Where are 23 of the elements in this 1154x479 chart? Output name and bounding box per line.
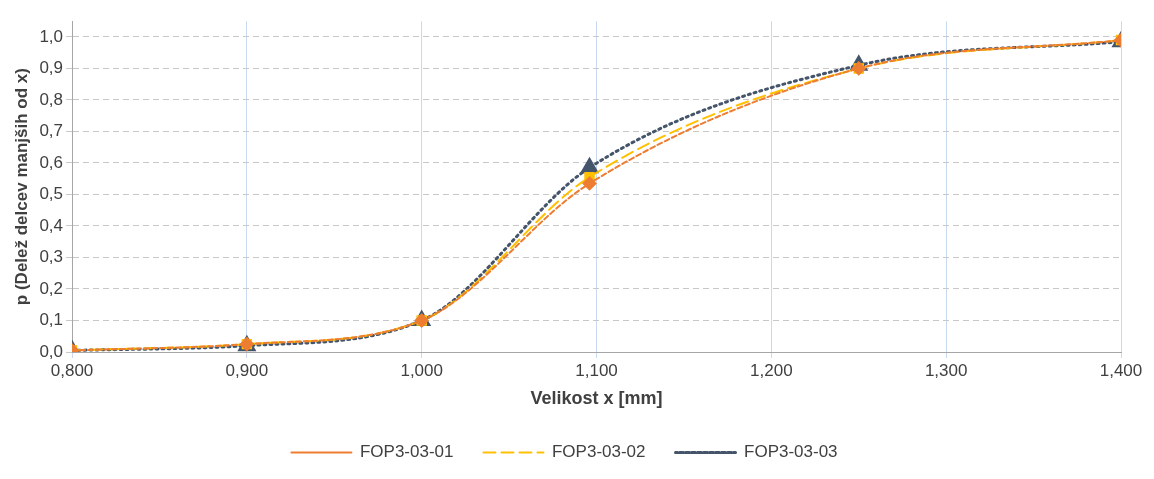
y-tick-label: 0,7 [39,121,64,141]
legend-label: FOP3-03-03 [744,442,838,462]
y-tick-label: 0,5 [39,184,64,204]
x-tick-label: 1,000 [400,360,443,380]
y-tick-label: 0,4 [39,215,64,235]
x-tick-label: 0,900 [225,360,269,380]
x-axis-title: Velikost x [mm] [530,388,663,409]
legend-label: FOP3-03-01 [359,442,454,462]
y-tick-label: 0,1 [39,310,64,330]
x-tick-label: 1,300 [924,360,968,380]
legend-label: FOP3-03-02 [551,442,646,462]
y-tick-label: 0,0 [39,341,64,361]
y-tick-label: 0,3 [39,247,64,267]
y-axis-title: p (Delež delcev manjših od x) [11,68,31,306]
y-tick-label: 0,6 [39,152,64,172]
x-tick-label: 1,200 [750,360,793,380]
x-tick-label: 1,400 [1099,360,1143,380]
y-tick-label: 0,2 [39,278,64,298]
y-tick-label: 1,0 [39,26,64,46]
x-tick-label: 0,800 [50,360,94,380]
y-tick-label: 0,8 [39,89,64,109]
y-tick-label: 0,9 [39,58,64,78]
x-tick-label: 1,100 [575,360,618,380]
